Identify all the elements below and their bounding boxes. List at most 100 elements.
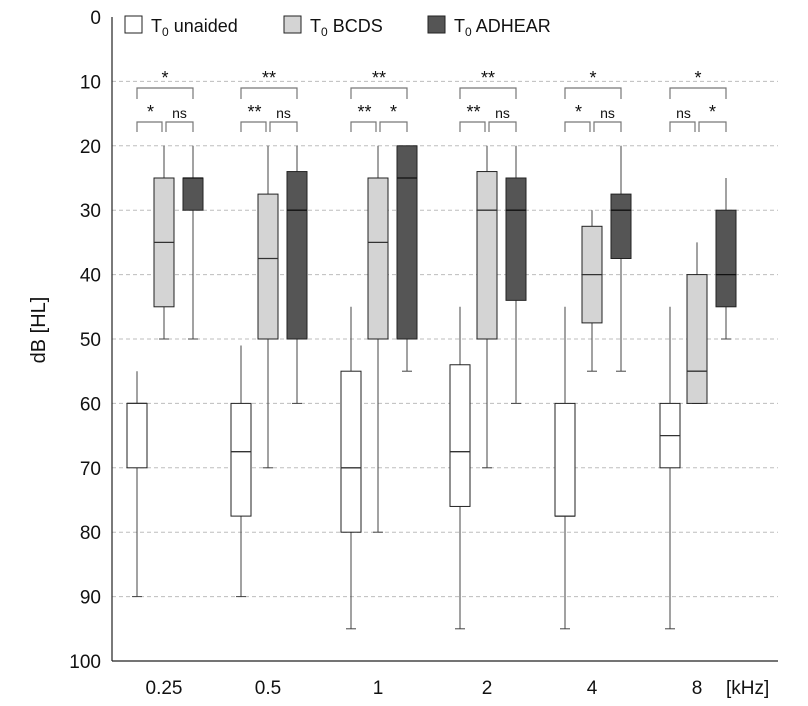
box-2-2: [396, 145, 418, 372]
box-body: [286, 171, 308, 340]
legend: T0 unaided T0 BCDS T0 ADHEAR: [124, 15, 551, 39]
significance-label-left: **: [357, 102, 371, 122]
left-bracket: [669, 121, 696, 132]
right-bracket: [593, 121, 622, 132]
y-tick-label: 30: [80, 201, 101, 222]
box-2-0: [182, 145, 204, 340]
y-tick-label: 70: [80, 459, 101, 480]
outer-bracket: [240, 87, 298, 99]
outer-bracket: [564, 87, 622, 99]
box-2-3: [505, 145, 527, 404]
significance-label-right: ns: [600, 105, 615, 121]
box-1-5: [686, 242, 708, 404]
right-bracket: [165, 121, 194, 132]
y-tick-label: 40: [80, 266, 101, 287]
legend-label: T0 unaided: [151, 16, 238, 39]
box-1-4: [581, 210, 603, 372]
y-tick-label: 20: [80, 137, 101, 158]
right-bracket: [698, 121, 727, 132]
box-2-5: [715, 178, 737, 340]
outer-bracket: [459, 87, 517, 99]
left-bracket: [136, 121, 163, 132]
box-body: [554, 402, 576, 517]
y-tick-label: 80: [80, 523, 101, 544]
box-1-2: [367, 145, 389, 533]
x-tick-label: 1: [373, 678, 384, 699]
significance-label-left: ns: [676, 105, 691, 121]
significance-group: **** ns: [459, 68, 517, 132]
significance-label-outer: **: [262, 68, 276, 88]
significance-group: * * ns: [136, 68, 194, 132]
outer-bracket: [136, 87, 194, 99]
box-body: [505, 177, 527, 301]
significance-label-outer: **: [372, 68, 386, 88]
box-body: [367, 177, 389, 340]
outer-bracket: [669, 87, 727, 99]
box-body: [449, 364, 471, 507]
y-tick-label: 60: [80, 394, 101, 415]
significance-label-right: *: [390, 102, 397, 122]
legend-swatch: [427, 15, 446, 34]
significance-group: * * ns: [564, 68, 622, 132]
legend-label: T0 BCDS: [310, 16, 383, 39]
box-body: [610, 193, 632, 260]
box-series: [126, 145, 737, 630]
significance-label-outer: *: [589, 68, 596, 88]
significance-label-right: *: [709, 102, 716, 122]
y-axis-label: dB [HL]: [28, 297, 50, 364]
y-tick-label: 50: [80, 330, 101, 351]
significance-label-outer: *: [161, 68, 168, 88]
box-0-5: [659, 306, 681, 630]
significance-group: **** *: [350, 68, 408, 132]
significance-label-outer: **: [481, 68, 495, 88]
box-0-0: [126, 371, 148, 598]
x-axis: 0.25 0.5 1 2 4 8: [146, 678, 703, 699]
y-axis: 0 10 20 30 40 50 60 70 80 90 100: [69, 8, 778, 673]
box-body: [182, 177, 204, 211]
box-body: [715, 209, 737, 308]
significance-label-left: *: [575, 102, 582, 122]
x-axis-unit: [kHz]: [726, 678, 769, 699]
legend-label: T0 ADHEAR: [454, 16, 551, 39]
significance-group: * ns *: [669, 68, 727, 132]
box-body: [257, 193, 279, 340]
grid-lines: [112, 80, 778, 598]
box-body: [686, 274, 708, 404]
box-body: [230, 402, 252, 517]
box-0-1: [230, 345, 252, 598]
left-bracket: [459, 121, 486, 132]
box-1-1: [257, 145, 279, 469]
box-body: [476, 171, 498, 340]
right-bracket: [269, 121, 298, 132]
box-0-3: [449, 306, 471, 630]
x-tick-label: 4: [587, 678, 598, 699]
x-tick-label: 8: [692, 678, 703, 699]
y-tick-label: 90: [80, 588, 101, 609]
legend-swatch: [124, 15, 143, 34]
x-tick-label: 0.25: [146, 678, 183, 699]
box-1-3: [476, 145, 498, 469]
significance-label-right: ns: [276, 105, 291, 121]
box-2-4: [610, 145, 632, 372]
x-tick-label: 0.5: [255, 678, 281, 699]
significance-label-right: ns: [172, 105, 187, 121]
legend-swatch: [283, 15, 302, 34]
right-bracket: [488, 121, 517, 132]
x-tick-label: 2: [482, 678, 493, 699]
box-2-1: [286, 145, 308, 404]
y-tick-label: 0: [90, 8, 101, 29]
outer-bracket: [350, 87, 408, 99]
box-0-4: [554, 306, 576, 630]
significance-brackets: ** ns**** ns**** ***** ns** ns*ns *: [136, 68, 727, 132]
left-bracket: [564, 121, 591, 132]
y-tick-label: 10: [80, 72, 101, 93]
box-body: [126, 402, 148, 469]
right-bracket: [379, 121, 408, 132]
left-bracket: [240, 121, 267, 132]
significance-label-left: *: [147, 102, 154, 122]
significance-group: **** ns: [240, 68, 298, 132]
left-bracket: [350, 121, 377, 132]
y-tick-label: 100: [69, 652, 101, 673]
significance-label-left: **: [466, 102, 480, 122]
